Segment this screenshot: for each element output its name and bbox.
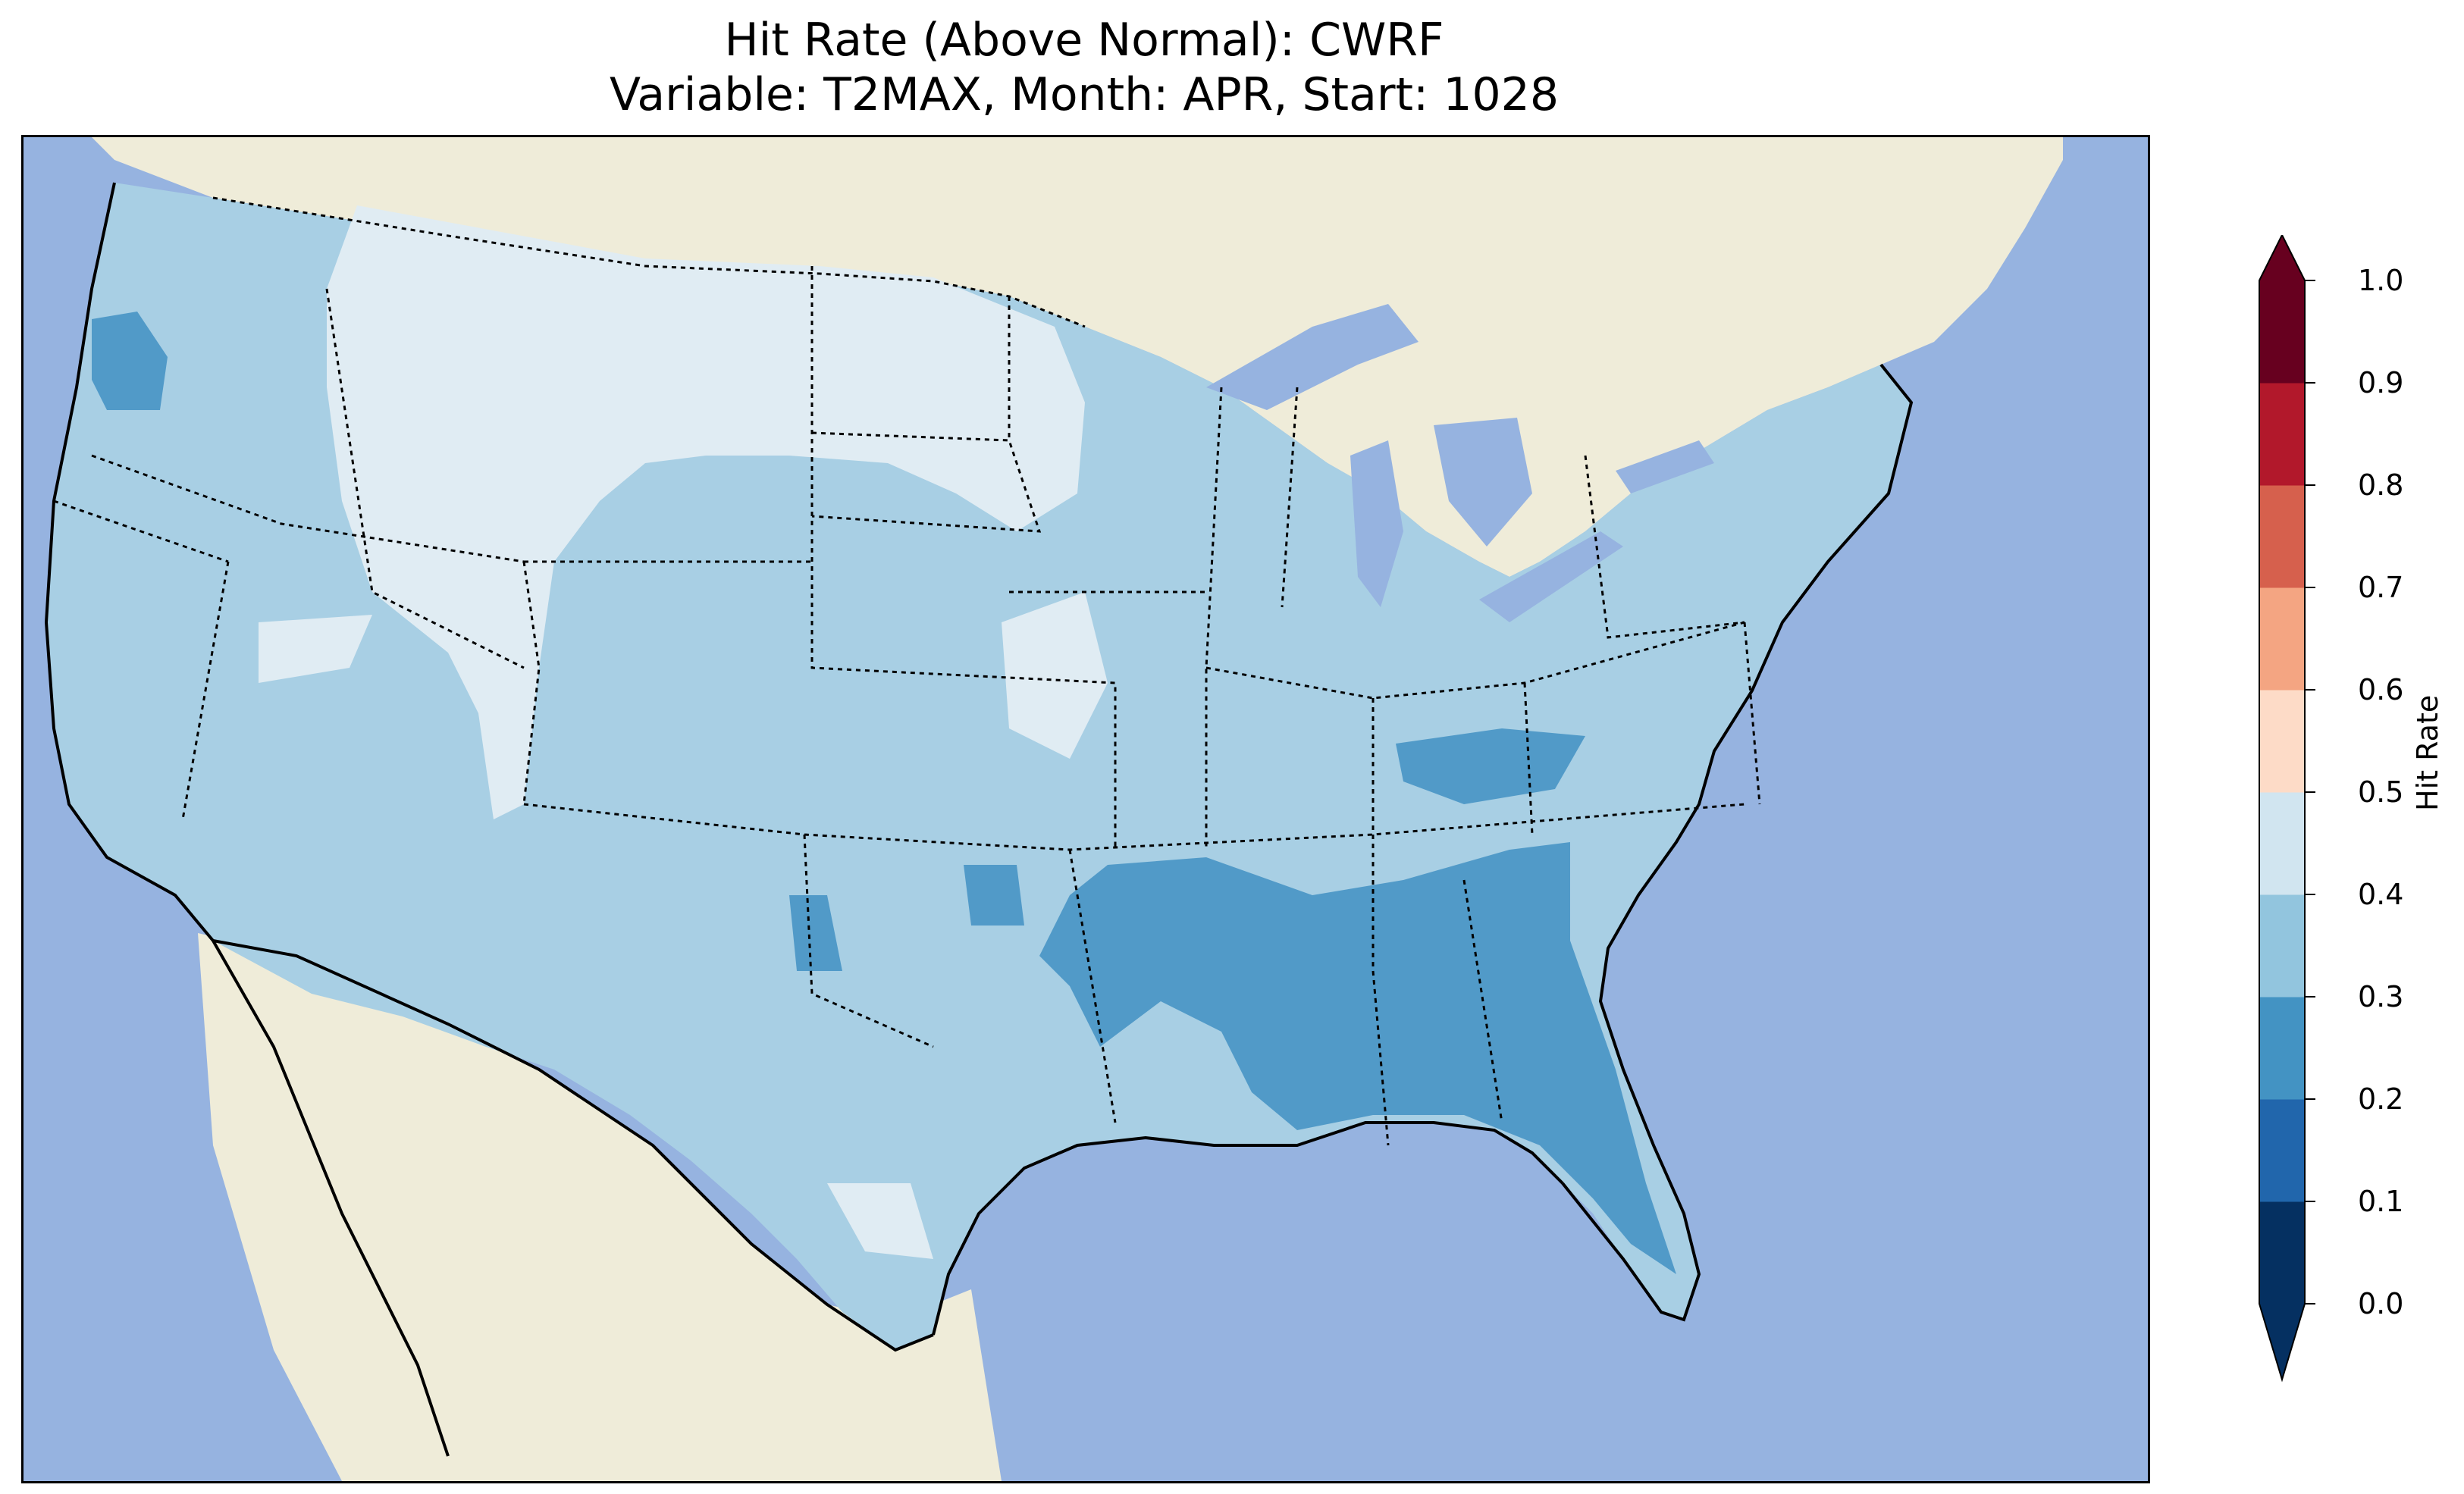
colorbar-tick-label: 0.3 <box>2358 980 2404 1013</box>
state-borders <box>53 196 1761 1146</box>
region-nm-0.2-0.3 <box>789 895 842 971</box>
colorbar-tick-label: 0.5 <box>2358 775 2404 809</box>
map-panel <box>21 135 2150 1483</box>
colorbar-tick-label: 0.1 <box>2358 1185 2404 1218</box>
region-west-0.4-0.5 <box>259 615 372 683</box>
map-title-line2: Variable: T2MAX, Month: APR, Start: 1028 <box>609 68 1560 121</box>
colorbar-tick-label: 0.9 <box>2358 366 2404 399</box>
colorbar-tick-label: 0.7 <box>2358 571 2404 604</box>
colorbar-bin-8 <box>2259 383 2305 486</box>
colorbar-tick-label: 0.0 <box>2358 1287 2404 1320</box>
colorbar-tick-label: 0.8 <box>2358 468 2404 502</box>
colorbar-bin-6 <box>2259 587 2305 691</box>
coastlines <box>44 182 1914 1457</box>
colorbar-bin-1 <box>2259 1099 2305 1202</box>
colorbar-tick-label: 0.6 <box>2358 673 2404 706</box>
region-kentucky-0.2-0.3 <box>1396 728 1585 804</box>
colorbar-bin-5 <box>2259 690 2305 793</box>
map-title-line1: Hit Rate (Above Normal): CWRF <box>724 14 1444 67</box>
colorbar-tick-label: 1.0 <box>2358 264 2404 297</box>
colorbar-tick-label: 0.4 <box>2358 878 2404 911</box>
colorbar-bin-7 <box>2259 485 2305 588</box>
colorbar-extend-under <box>2259 1304 2305 1380</box>
colorbar-tick-label: 0.2 <box>2358 1082 2404 1116</box>
lake-erie <box>1479 531 1623 622</box>
region-texas-0.4-0.5 <box>827 1183 933 1259</box>
land-canada <box>92 137 2063 577</box>
colorbar-label: Hit Rate <box>2411 694 2444 811</box>
region-southeast-0.2-0.3 <box>1039 842 1676 1274</box>
region-pnw-0.2-0.3 <box>92 312 168 410</box>
lake-superior <box>1206 304 1419 410</box>
lake-huron <box>1434 418 1532 547</box>
colorbar-bin-2 <box>2259 997 2305 1100</box>
colorbar-bin-0 <box>2259 1201 2305 1305</box>
region-oklahoma-0.2-0.3 <box>964 865 1024 926</box>
colorbar-scale <box>2259 233 2315 1383</box>
land-mexico <box>198 933 1002 1481</box>
region-nebraska-0.4-0.5 <box>1002 592 1108 759</box>
map-canvas <box>44 137 2063 1481</box>
colorbar: 0.0 0.1 0.2 0.3 0.4 0.5 0.6 0.7 0.8 0.9 1.0 <box>2244 233 2441 1387</box>
lake-michigan <box>1350 440 1403 607</box>
region-north-0.4-0.5 <box>327 205 1085 819</box>
lake-ontario <box>1616 440 1714 493</box>
colorbar-bin-4 <box>2259 792 2305 895</box>
colorbar-extend-over <box>2259 235 2305 280</box>
colorbar-bin-9 <box>2259 280 2305 384</box>
colorbar-bin-3 <box>2259 894 2305 998</box>
